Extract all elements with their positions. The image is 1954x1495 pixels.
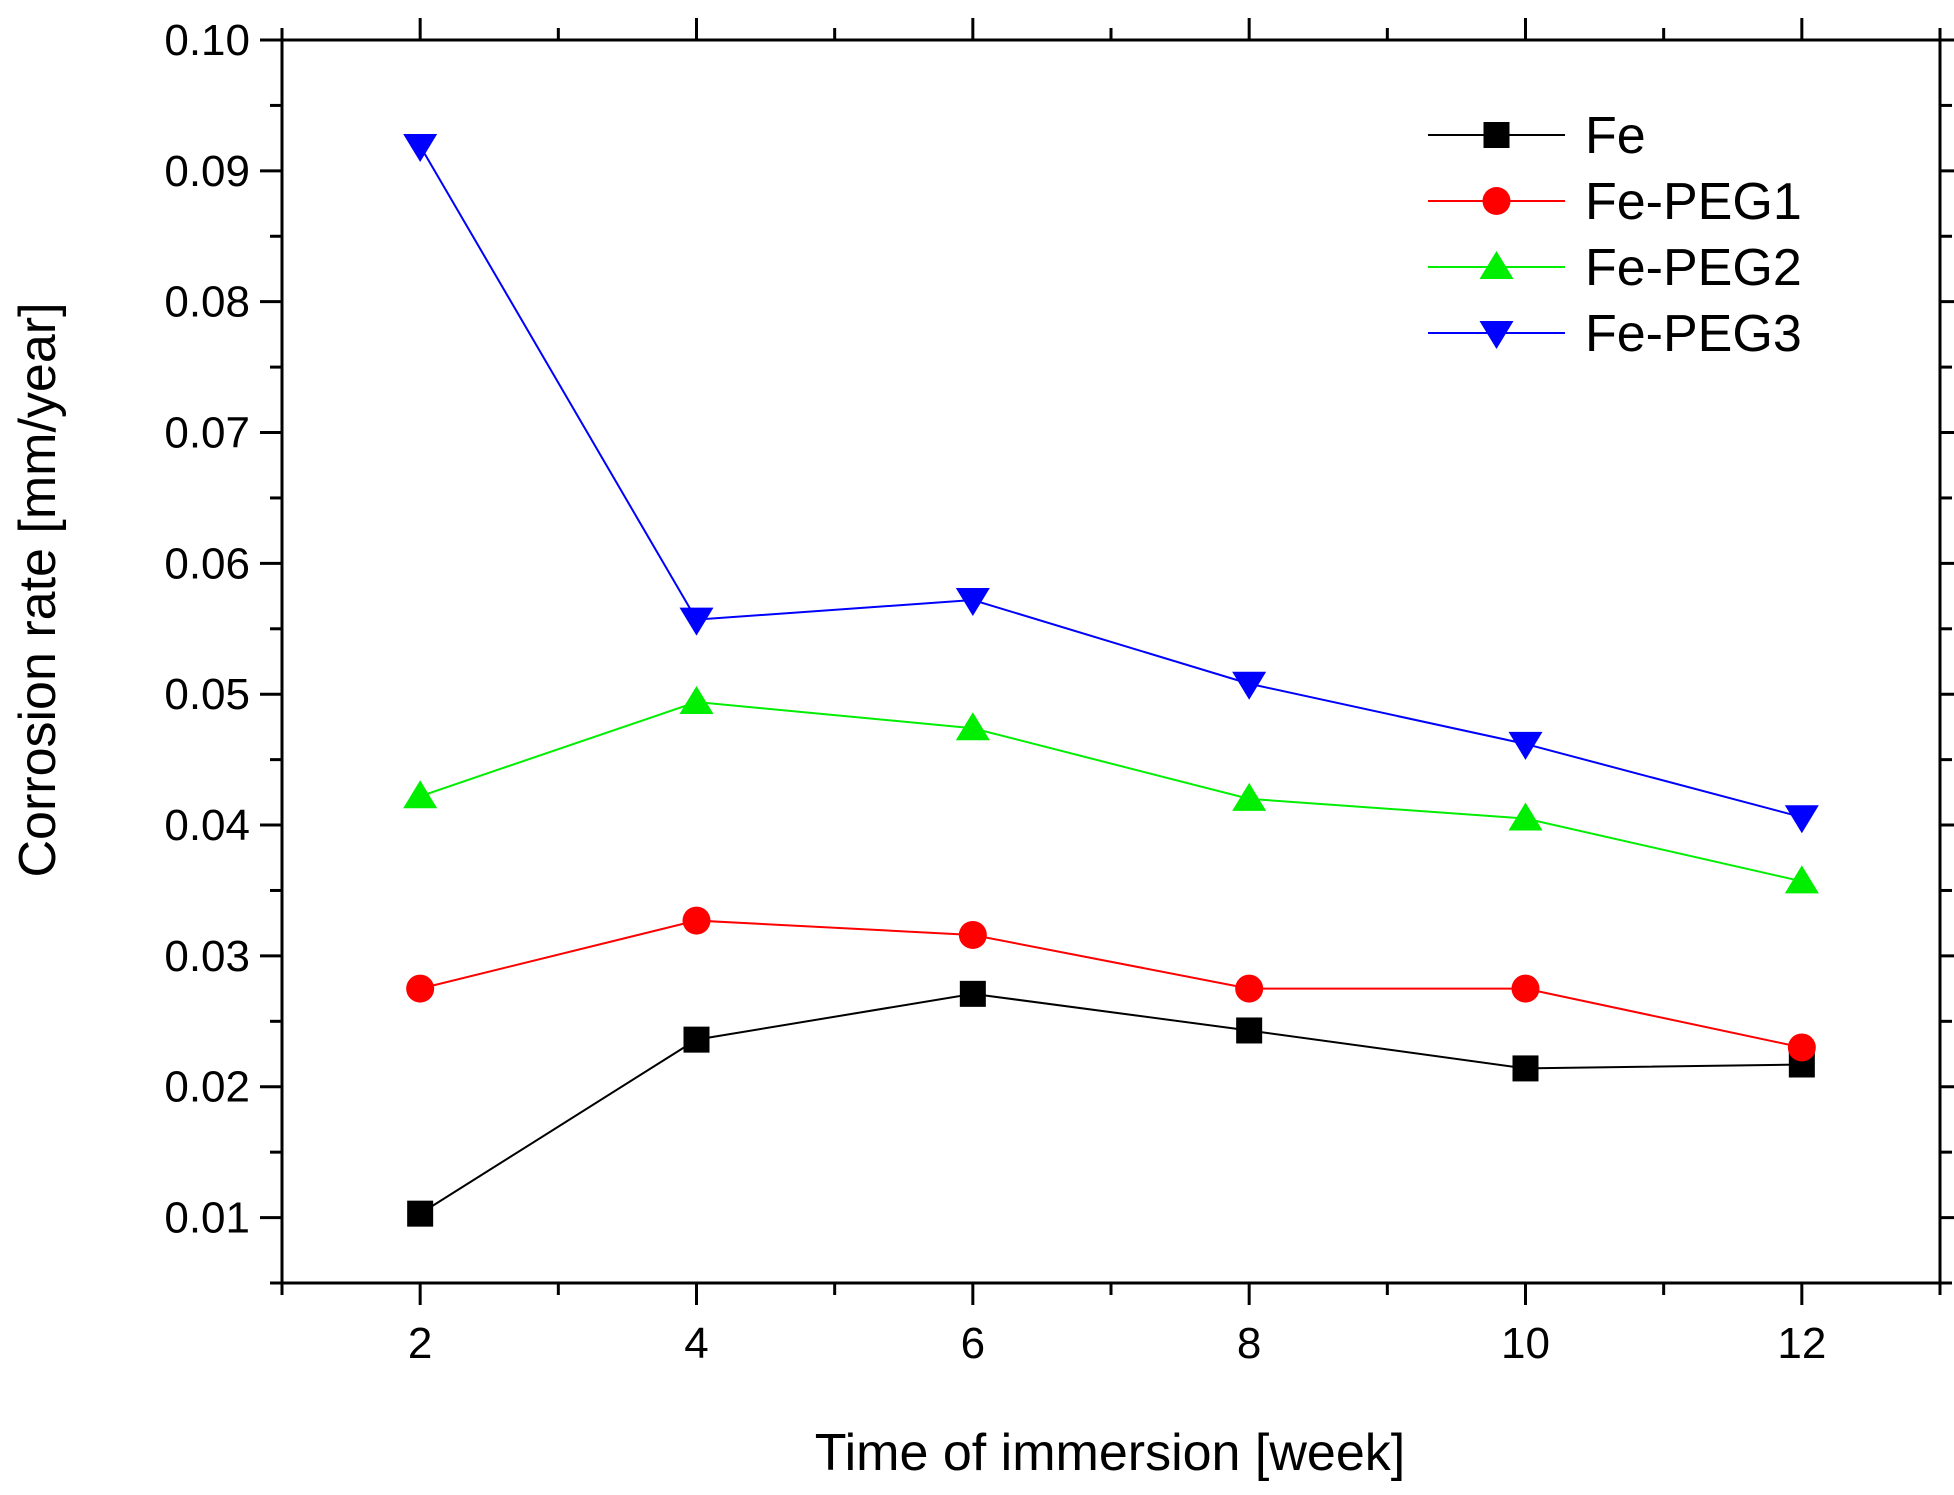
data-point-fe-peg2	[403, 780, 438, 809]
legend-marker-fe	[1483, 122, 1510, 148]
legend: Fe Fe-PEG1 Fe-PEG2 Fe-PEG3	[1428, 107, 1802, 363]
plot-area	[403, 133, 1819, 1227]
y-tick-label: 0.08	[164, 278, 250, 327]
data-point-fe-peg3	[403, 133, 438, 162]
series-line-fe-peg1	[419, 919, 1803, 1049]
series-line-fe-peg2	[419, 701, 1803, 883]
x-tick-label: 2	[408, 1319, 432, 1368]
y-tick-label: 0.05	[164, 670, 250, 719]
x-tick-label: 6	[961, 1319, 985, 1368]
legend-label-fe: Fe	[1585, 107, 1646, 165]
data-point-fe-peg2	[1232, 782, 1267, 811]
legend-marker-fe-peg1	[1482, 187, 1511, 215]
y-tick-label: 0.01	[164, 1194, 250, 1243]
data-point-fe-peg2	[679, 686, 714, 715]
data-point-fe-peg2	[955, 712, 990, 741]
legend-marker-fe-peg2	[1479, 251, 1514, 279]
data-point-fe-peg3	[1232, 671, 1267, 700]
legend-label-fe-peg1: Fe-PEG1	[1585, 173, 1802, 231]
x-tick-label: 4	[684, 1319, 708, 1368]
y-tick-label: 0.10	[164, 16, 250, 65]
y-tick-label: 0.03	[164, 932, 250, 981]
x-tick-label: 8	[1237, 1319, 1261, 1368]
x-tick-label: 10	[1501, 1319, 1550, 1368]
y-axis-title: Corrosion rate [mm/year]	[9, 302, 67, 877]
series-line-fe	[419, 992, 1802, 1215]
axes: 2 4 6 8 10 12 0.01 0.02 0.03 0.04 0.05 0.06 0.07 0.08…	[164, 16, 1954, 1368]
data-point-fe-peg3	[1784, 805, 1819, 834]
x-axis-title: Time of immersion [week]	[815, 1424, 1405, 1482]
data-point-fe-peg1	[1787, 1033, 1816, 1062]
y-tick-label: 0.04	[164, 801, 250, 850]
data-point-fe-peg2	[1784, 865, 1819, 894]
data-point-fe	[683, 1026, 710, 1053]
data-point-fe-peg2	[1508, 802, 1543, 831]
y-tick-label: 0.06	[164, 539, 250, 588]
y-tick-label: 0.02	[164, 1063, 250, 1112]
data-point-fe-peg3	[1508, 731, 1543, 760]
data-point-fe	[959, 980, 986, 1007]
data-point-fe-peg1	[1511, 974, 1540, 1003]
legend-label-fe-peg3: Fe-PEG3	[1585, 305, 1802, 363]
data-point-fe-peg1	[1235, 974, 1264, 1003]
data-point-fe	[1236, 1017, 1263, 1044]
data-point-fe	[407, 1200, 434, 1227]
data-point-fe	[1512, 1055, 1539, 1082]
y-tick-label: 0.09	[164, 147, 250, 196]
legend-label-fe-peg2: Fe-PEG2	[1585, 239, 1802, 297]
data-point-fe-peg3	[679, 607, 714, 636]
series-line-fe-peg3	[419, 145, 1803, 819]
data-point-fe-peg1	[406, 974, 435, 1003]
y-tick-label: 0.07	[164, 409, 250, 458]
data-point-fe-peg1	[682, 906, 711, 935]
legend-marker-fe-peg3	[1479, 321, 1514, 349]
data-point-fe-peg3	[955, 588, 990, 617]
x-tick-label: 12	[1777, 1319, 1826, 1368]
data-point-fe-peg1	[958, 920, 987, 949]
